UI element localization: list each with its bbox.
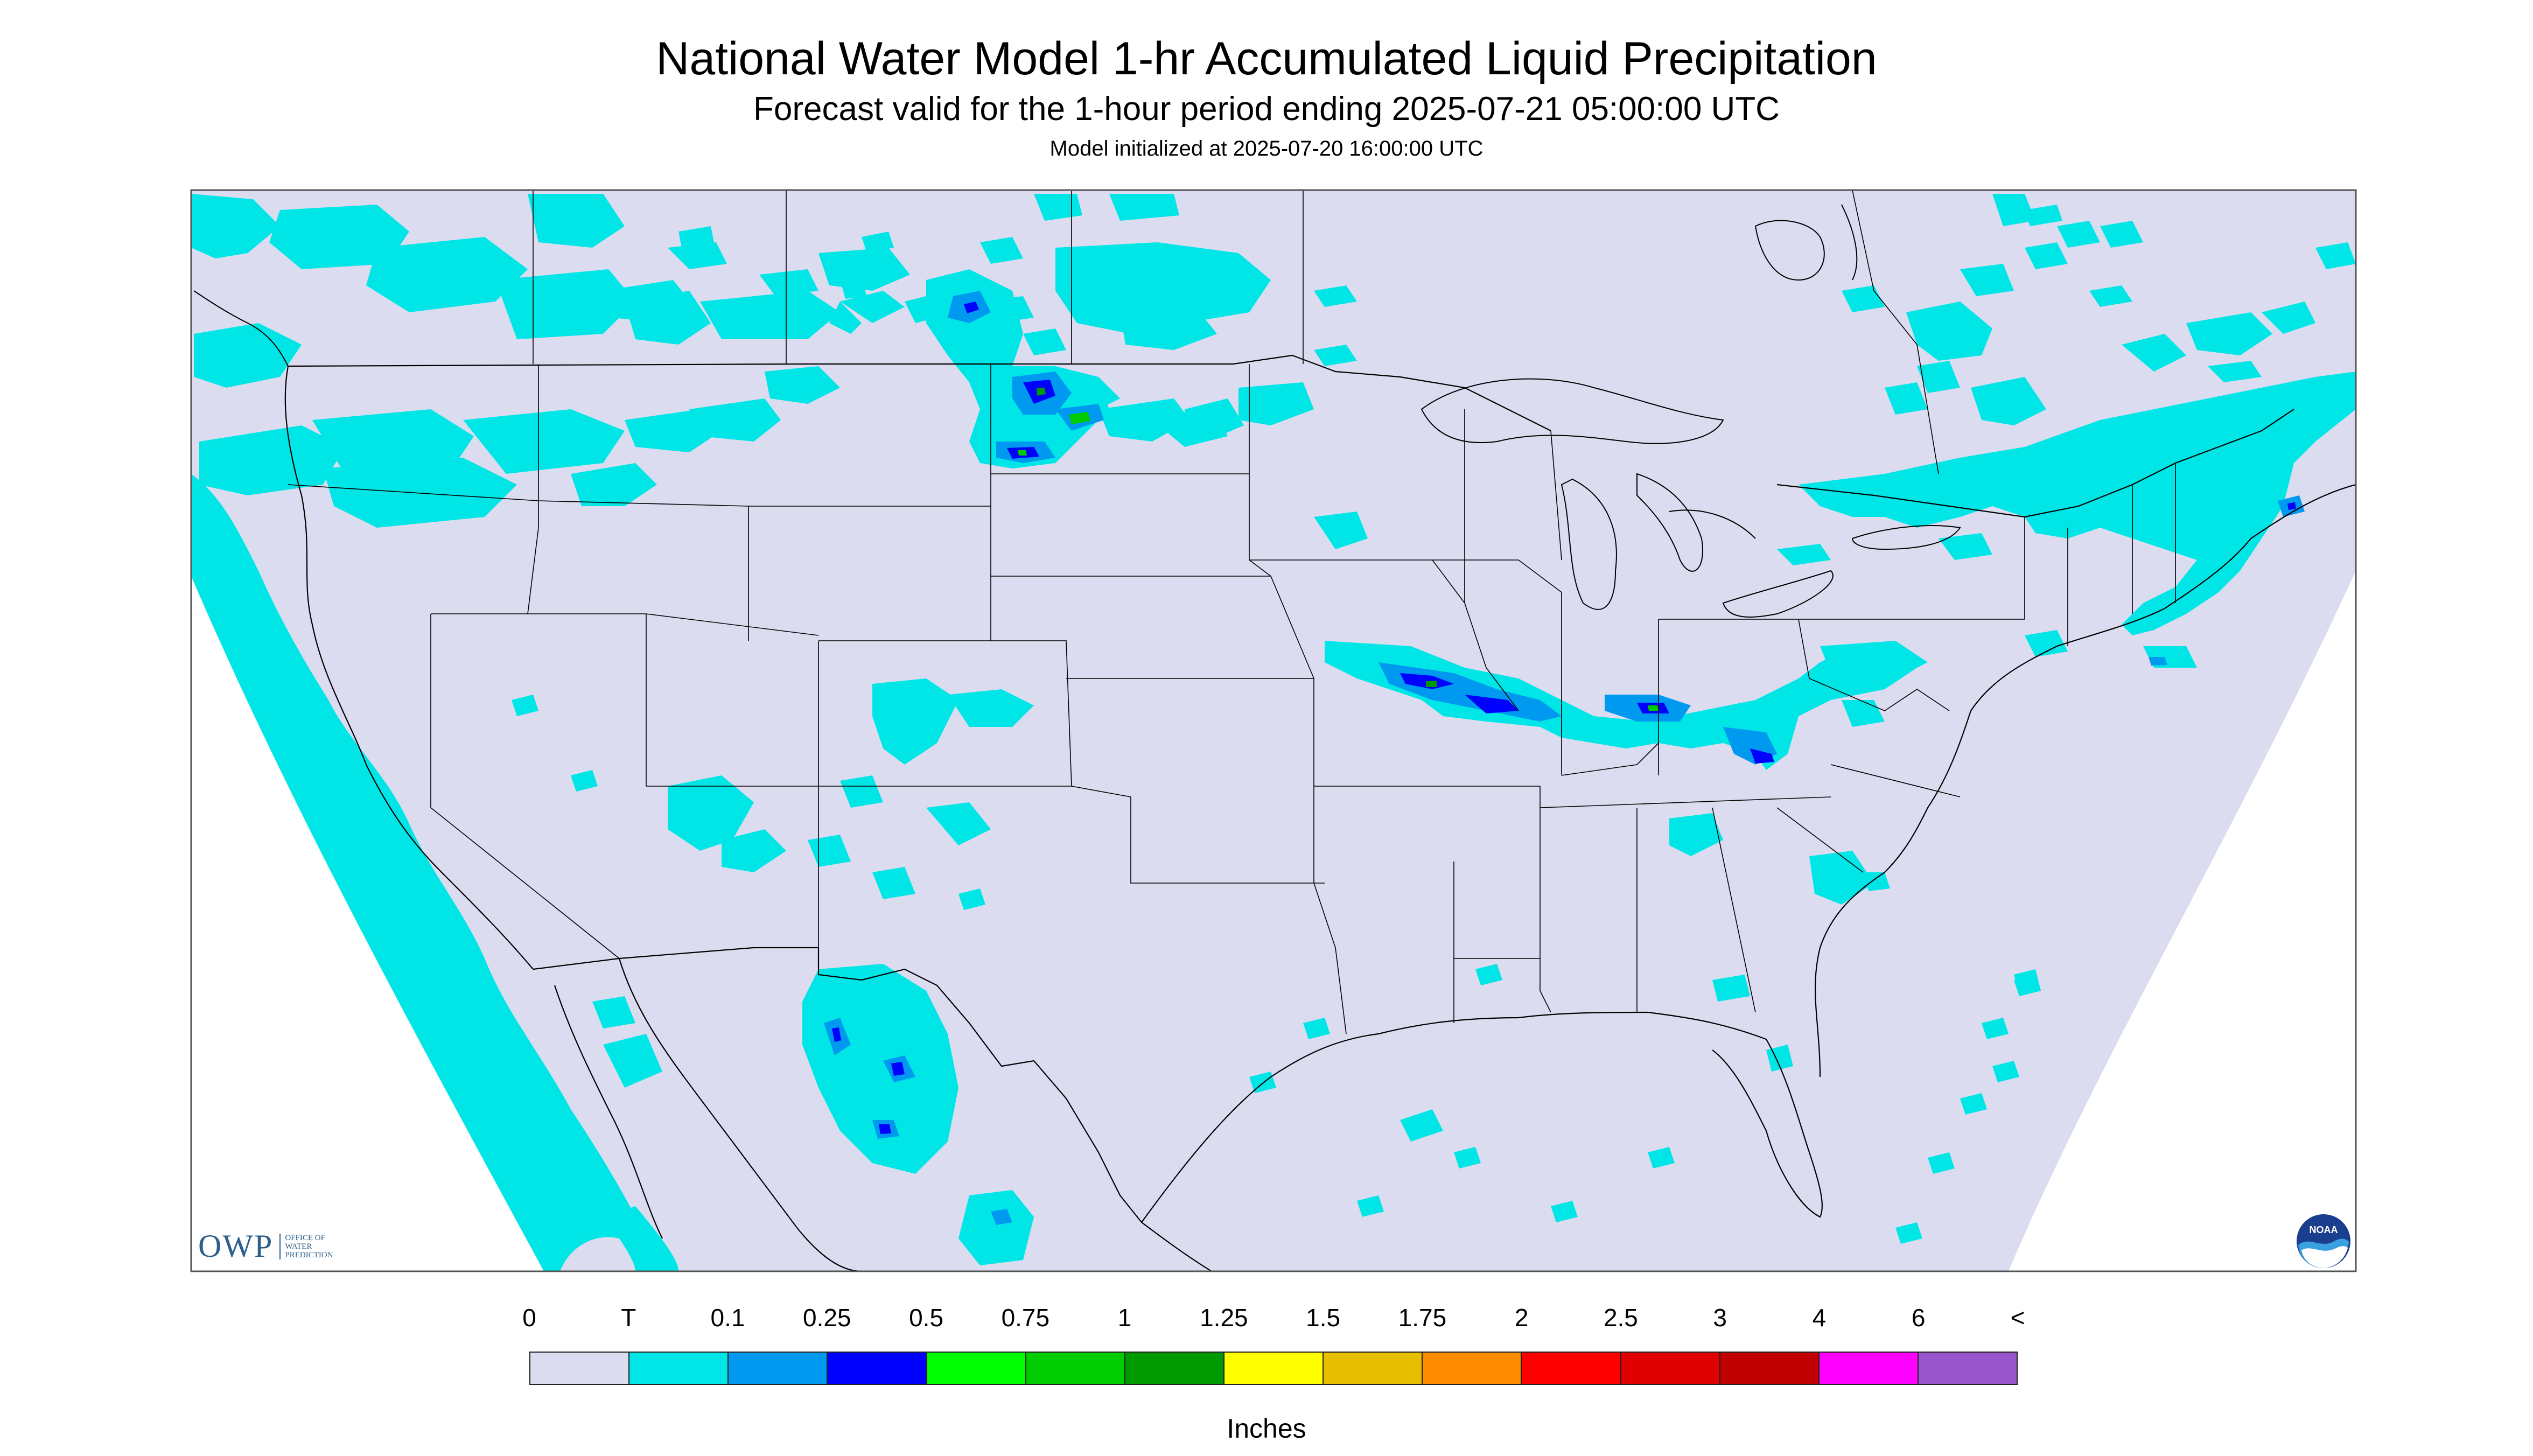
noaa-logo: NOAA (2297, 1214, 2350, 1268)
legend-swatch (1621, 1353, 1720, 1384)
legend-tick-label: < (2010, 1304, 2025, 1332)
legend-swatch (1423, 1353, 1522, 1384)
legend-swatch (1026, 1353, 1125, 1384)
legend-swatch (1720, 1353, 1820, 1384)
legend-tick-label: 2.5 (1603, 1304, 1638, 1332)
map-title: National Water Model 1-hr Accumulated Li… (656, 33, 1877, 85)
political-boundaries (284, 190, 2356, 1271)
legend-swatch (828, 1353, 927, 1384)
legend-swatch (729, 1353, 828, 1384)
legend-swatch (1522, 1353, 1621, 1384)
legend-swatch (1224, 1353, 1324, 1384)
noaa-logo-text: NOAA (2310, 1224, 2338, 1235)
legend-swatch (1125, 1353, 1224, 1384)
forecast-valid-subtitle: Forecast valid for the 1-hour period end… (753, 90, 1780, 128)
legend-units: Inches (1227, 1413, 1306, 1444)
legend-labels: 0 T 0.1 0.25 0.5 0.75 1 1.25 1.5 1.75 2 2.5 3 4 6 < (0, 1303, 2533, 1335)
legend-tick-label: 4 (1812, 1304, 1827, 1332)
legend-tick-label: 2 (1514, 1304, 1529, 1332)
owp-text-line: PREDICTION (285, 1250, 333, 1259)
precipitation-overlay (191, 194, 2356, 1271)
legend-tick-label: 0.25 (803, 1304, 851, 1332)
owp-text-line: OFFICE OF (285, 1233, 325, 1242)
legend-tick-label: 1 (1117, 1304, 1132, 1332)
owp-logo-text: OFFICE OF WATER PREDICTION (279, 1233, 333, 1259)
legend-tick-label: 3 (1713, 1304, 1727, 1332)
legend-tick-label: 0.75 (1001, 1304, 1050, 1332)
model-domain (191, 190, 2356, 1271)
legend-tick-label: T (621, 1304, 636, 1332)
legend-tick-label: 6 (1911, 1304, 1926, 1332)
legend-swatch (530, 1353, 630, 1384)
legend-tick-label: 0.5 (909, 1304, 944, 1332)
model-init-text: Model initialized at 2025-07-20 16:00:00… (1049, 137, 1484, 160)
northern-coastlines (193, 204, 1858, 367)
legend-swatch (1324, 1353, 1423, 1384)
legend-swatch (1918, 1353, 2017, 1384)
owp-logo: OWP OFFICE OF WATER PREDICTION (198, 1228, 333, 1265)
legend-tick-label: 0.1 (710, 1304, 745, 1332)
map-frame (190, 189, 2357, 1272)
owp-logo-mark: OWP (198, 1228, 274, 1264)
legend-color-bar (529, 1352, 2018, 1385)
legend-swatch (927, 1353, 1026, 1384)
legend-tick-label: 1.25 (1200, 1304, 1248, 1332)
legend-tick-label: 1.75 (1398, 1304, 1447, 1332)
legend-tick-label: 1.5 (1306, 1304, 1341, 1332)
legend-swatch (1819, 1353, 1919, 1384)
legend-swatch (629, 1353, 729, 1384)
owp-text-line: WATER (285, 1242, 312, 1251)
legend-tick-label: 0 (522, 1304, 536, 1332)
